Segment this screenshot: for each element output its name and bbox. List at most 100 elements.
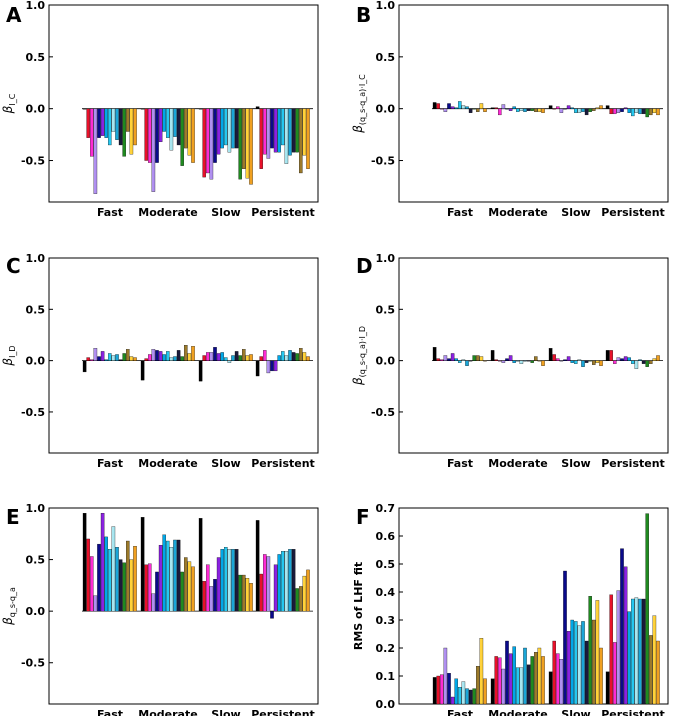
bar: [498, 108, 502, 116]
bar: [115, 354, 119, 361]
bar: [198, 360, 203, 382]
bar: [277, 108, 281, 153]
x-tick-label: Moderate: [138, 206, 197, 219]
bar: [242, 108, 246, 169]
bar: [609, 350, 613, 361]
y-tick-label: 0.5: [376, 558, 396, 571]
bar: [216, 557, 221, 612]
bar: [115, 547, 119, 612]
x-tick-label: Slow: [561, 206, 590, 219]
bar: [202, 581, 206, 612]
bar: [494, 656, 498, 705]
bar: [584, 640, 589, 705]
bar: [176, 108, 181, 146]
bar: [461, 681, 466, 705]
bar: [151, 108, 156, 192]
bar: [284, 108, 289, 164]
bar: [184, 345, 188, 361]
bar: [631, 360, 635, 364]
bar: [552, 640, 556, 705]
bar: [465, 106, 469, 109]
bar: [605, 350, 610, 361]
bar: [595, 107, 600, 109]
bar: [198, 108, 203, 110]
bar: [273, 564, 278, 612]
bar: [173, 356, 177, 361]
bar: [234, 351, 239, 361]
bar: [483, 678, 487, 705]
bar: [656, 108, 660, 116]
bar: [263, 554, 267, 612]
bar: [216, 353, 221, 361]
bar: [641, 108, 646, 115]
bar: [563, 108, 567, 110]
bar: [570, 107, 574, 109]
bar: [530, 360, 534, 363]
bar: [508, 108, 513, 111]
bar: [295, 353, 299, 361]
bar: [93, 108, 98, 194]
bar: [627, 108, 631, 113]
bar: [613, 360, 617, 364]
bar: [537, 360, 542, 362]
bar: [501, 360, 506, 363]
bar: [501, 104, 506, 109]
y-tick-label: 0.5: [26, 303, 46, 316]
bar: [144, 358, 148, 361]
bar: [299, 586, 303, 612]
bar: [166, 108, 170, 138]
bar: [468, 108, 473, 113]
bar: [158, 544, 163, 612]
bar: [447, 103, 451, 109]
bar: [111, 355, 116, 361]
y-tick-label: 0.6: [376, 530, 396, 543]
bar: [224, 357, 228, 361]
bar: [100, 513, 105, 612]
bar: [220, 549, 224, 612]
bar: [259, 356, 263, 361]
x-tick-label: Fast: [97, 708, 123, 716]
bar: [111, 108, 116, 132]
bar: [613, 108, 617, 115]
y-tick-label: 0.4: [376, 586, 396, 599]
y-axis-label-base: β: [351, 377, 365, 386]
bar: [656, 355, 660, 361]
panel-label: E: [6, 505, 20, 529]
bar: [281, 108, 285, 146]
bar: [140, 517, 145, 612]
bar: [270, 360, 274, 372]
bar: [115, 108, 119, 140]
bar: [227, 108, 232, 153]
bar: [155, 108, 159, 163]
bar: [245, 355, 250, 361]
bar: [447, 358, 451, 361]
panel-label: F: [356, 505, 370, 529]
bar: [620, 108, 624, 112]
y-tick-label: 1.0: [26, 0, 46, 12]
bar: [548, 105, 553, 109]
bar: [187, 108, 192, 156]
bar: [158, 108, 163, 143]
bar: [581, 360, 585, 367]
bar: [227, 360, 232, 363]
bar: [541, 360, 545, 366]
bar: [198, 518, 203, 612]
y-tick-label: 1.0: [376, 0, 396, 12]
bar: [191, 346, 195, 361]
bar: [151, 593, 156, 612]
bar: [577, 359, 582, 361]
bar: [111, 526, 116, 612]
bar: [638, 359, 642, 361]
bar: [476, 108, 480, 112]
panel-d: D -0.5 0.0 0.5 1.0 Fast Moderate Slow Persistent…: [351, 252, 669, 470]
y-tick-label: -0.5: [21, 406, 45, 419]
bar: [184, 108, 188, 149]
bar: [468, 360, 473, 362]
bar: [166, 351, 170, 361]
bar: [288, 549, 292, 612]
bar: [649, 360, 653, 364]
y-tick-label: 0.0: [26, 103, 46, 116]
bar: [281, 351, 285, 361]
y-tick-label: 0.1: [376, 670, 396, 683]
bar: [656, 640, 660, 705]
